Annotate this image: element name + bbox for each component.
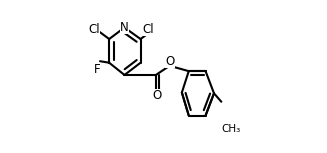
Text: O: O	[165, 55, 175, 68]
Text: N: N	[120, 21, 129, 34]
Text: O: O	[153, 90, 162, 102]
Text: Cl: Cl	[142, 23, 154, 36]
Text: CH₃: CH₃	[222, 124, 241, 134]
Text: F: F	[94, 63, 100, 76]
Text: Cl: Cl	[88, 23, 100, 36]
